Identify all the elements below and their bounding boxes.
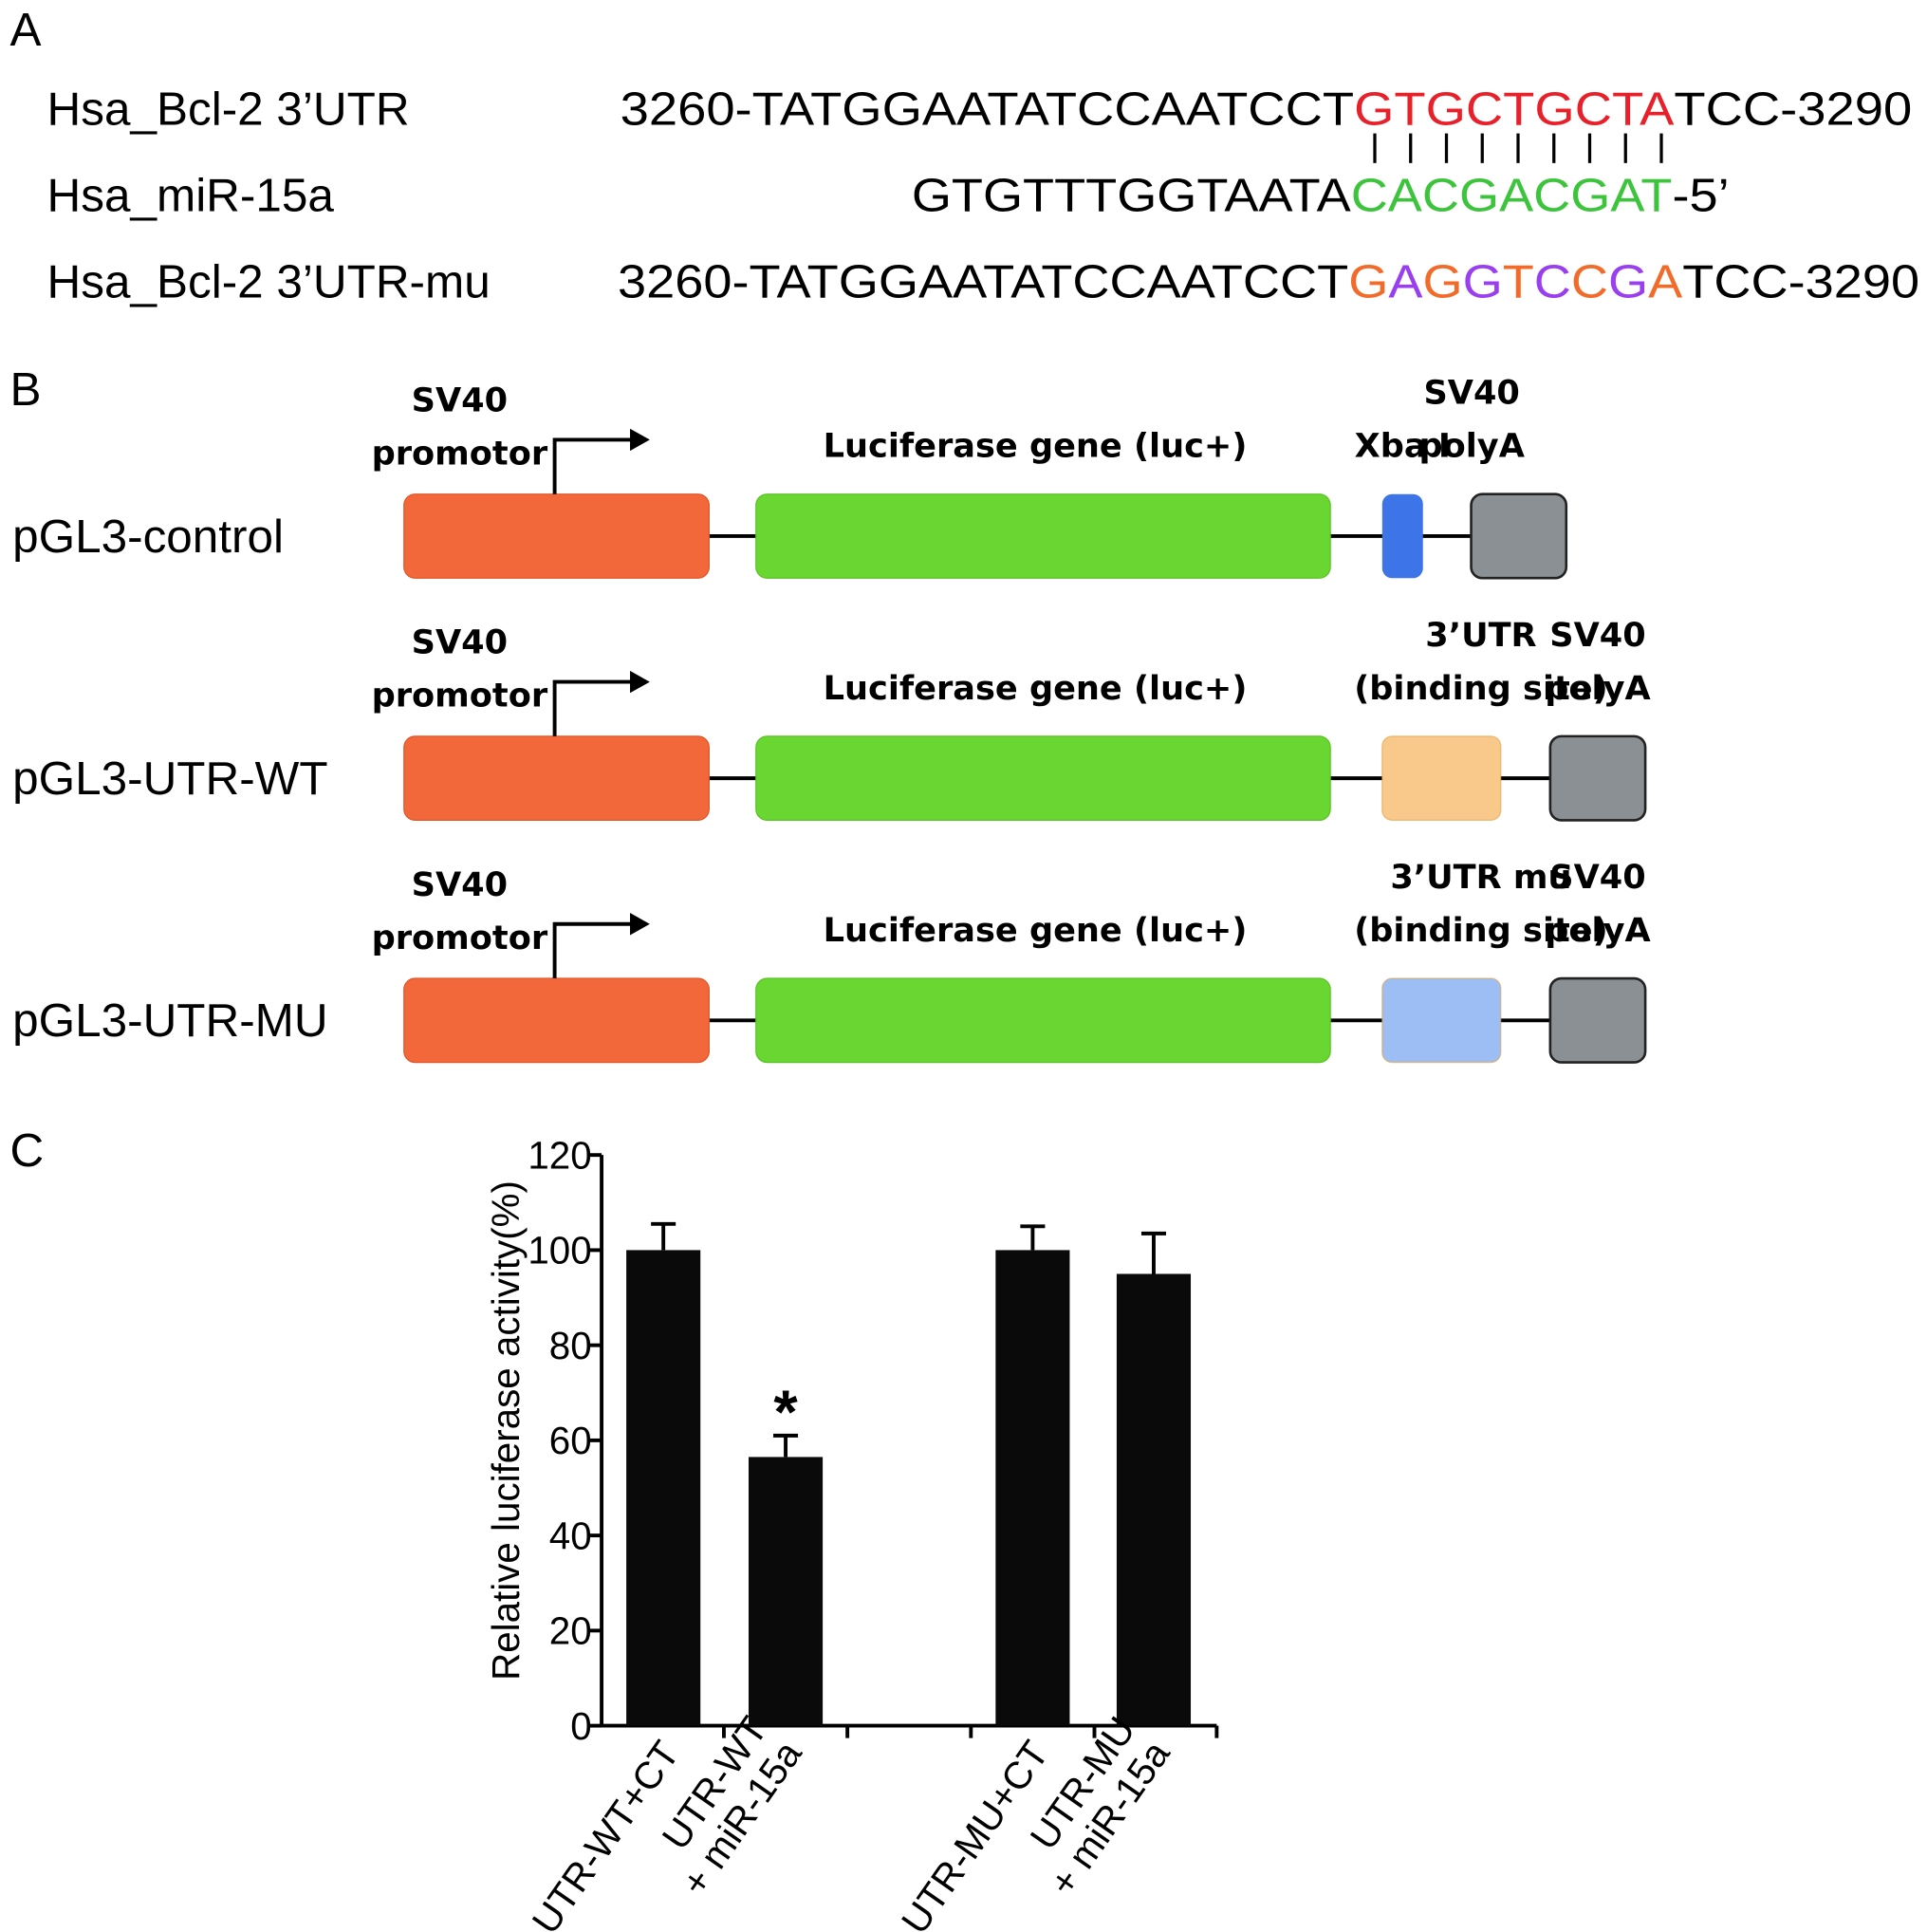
bar [1116,1273,1192,1726]
promoter-arrow [552,921,637,979]
sequence-segment: GTGTTTGGTAATA [912,170,1351,222]
x-tick-label: UTR-MU+ miR-15a [1006,1708,1178,1904]
bar [748,1457,824,1726]
sequence-segment: G [1608,256,1648,308]
sequence: GTGTTTGGTAATA CACGACGAT -5’ [912,170,1730,222]
promoter-arrow [552,679,637,736]
sequence-segment: G [1422,256,1462,308]
insert-label: (binding site) [1354,911,1607,950]
arrowhead [630,670,650,694]
promoter-label: promotor [372,677,548,715]
sequence-segment: G [1348,256,1388,308]
sequence-segment: C [1534,256,1571,308]
sequence-segment: A [1388,256,1422,308]
y-tick-label: 100 [528,1229,591,1273]
error-bar [651,1221,676,1251]
bar [626,1250,701,1726]
sequence-segment: TCC-3290 [1682,256,1919,308]
promoter [403,493,710,579]
gene [755,735,1331,822]
construct-name: pGL3-control [12,511,284,563]
sequence-segment: TCC-3290 [1674,83,1912,135]
polya-label: SV40 [1549,858,1645,897]
sequence-name: Hsa_Bcl-2 3’UTR [47,83,410,135]
sequence-name: Hsa_miR-15a [47,170,335,222]
gene-label: Luciferase gene (luc+) [824,669,1248,708]
polya [1548,976,1647,1064]
y-tick-label: 120 [528,1133,591,1177]
significance-mark: * [773,1377,798,1446]
sequence-segment: -5’ [1672,170,1729,222]
sequence-segment: A [1648,256,1682,308]
polya-label: polyA [1545,669,1651,708]
polya-label: polyA [1418,427,1525,466]
y-tick-label: 60 [549,1419,592,1462]
insert [1381,493,1423,579]
y-axis-label: Relative luciferase activity(%) [484,1180,528,1681]
sequence-segment: G [1463,256,1503,308]
sequence-segment: CACGACGAT [1351,170,1673,222]
sequence: 3260-TATGGAATATCCAATCCT GAGGTCCGATCC-3290 [618,256,1919,308]
sequence-segment: GTGCTGCTA [1354,83,1674,135]
polya-label: SV40 [1549,616,1645,655]
y-tick-label: 0 [570,1704,591,1748]
arrowhead [630,913,650,936]
sequence-segment: T [1503,256,1534,308]
panel-label: C [10,1124,45,1177]
polya [1470,492,1568,580]
polya-label: SV40 [1423,374,1519,413]
bar [995,1250,1070,1726]
promoter-label: promotor [372,434,548,473]
promoter [403,977,710,1064]
error-bar [1140,1231,1166,1274]
error-bar [773,1433,799,1458]
promoter-label: SV40 [412,623,508,662]
construct-name: pGL3-UTR-MU [12,994,327,1047]
pairing-lines [1373,133,1663,163]
insert-label: 3’UTR mu [1390,858,1571,897]
error-bar [1020,1224,1046,1251]
panel-label: A [10,4,42,56]
gene-label: Luciferase gene (luc+) [824,911,1248,950]
promoter [403,735,710,822]
x-tick-label: UTR-WT+ miR-15a [638,1708,810,1904]
sequence-segment: C [1571,256,1608,308]
sequence-segment: 3260-TATGGAATATCCAATCCT [618,256,1348,308]
insert [1381,977,1502,1064]
sequence-segment: 3260-TATGGAATATCCAATCCT [621,83,1354,135]
sequence-name: Hsa_Bcl-2 3’UTR-mu [47,256,491,308]
gene [755,977,1331,1064]
arrowhead [630,428,650,452]
polya [1548,734,1647,822]
insert-label: Xba I [1355,427,1451,466]
insert [1381,735,1502,822]
y-tick-label: 80 [549,1324,592,1367]
y-tick-label: 40 [549,1514,592,1557]
construct-name: pGL3-UTR-WT [12,752,327,805]
promoter-label: SV40 [412,865,508,904]
insert-label: (binding site) [1354,669,1607,708]
gene-label: Luciferase gene (luc+) [824,427,1248,466]
polya-label: polyA [1545,911,1651,950]
insert-label: 3’UTR [1425,616,1536,655]
panel-label: B [10,363,42,416]
y-tick-label: 20 [549,1609,592,1653]
promoter-label: SV40 [412,381,508,419]
sequence: 3260-TATGGAATATCCAATCCT GTGCTGCTA TCC-3290 [621,83,1913,135]
promoter-label: promotor [372,919,548,957]
gene [755,493,1331,579]
promoter-arrow [552,437,637,494]
